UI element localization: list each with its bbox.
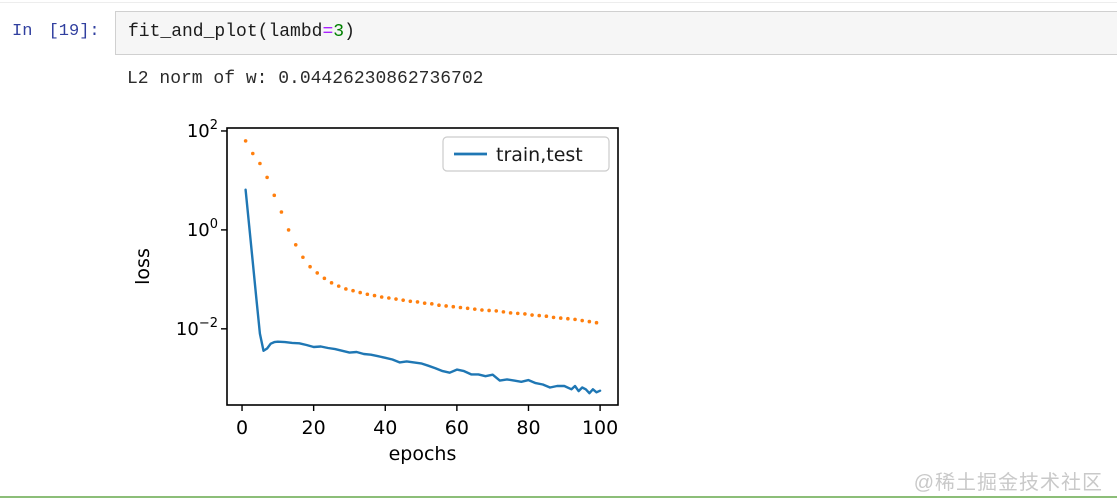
loss-chart: 0 20 40 60 80 100 102 100 10−2 epochs loss train,te… — [135, 118, 619, 465]
top-divider — [0, 2, 1117, 3]
bottom-divider — [0, 496, 1117, 498]
y-tick-label: 10−2 — [176, 316, 218, 340]
code-arg-name: lambd — [268, 22, 323, 42]
code-close-paren: ) — [344, 22, 355, 42]
code-operator: = — [322, 22, 334, 42]
y-axis-label: loss — [135, 248, 154, 285]
output-text: L2 norm of w: 0.04426230862736702 — [127, 69, 484, 89]
legend: train,test — [442, 136, 610, 172]
y-tick-label: 100 — [187, 217, 218, 241]
x-tick-label: 80 — [516, 417, 540, 439]
x-tick-label: 100 — [582, 417, 618, 439]
code-editor[interactable]: fit_and_plot(lambd=3) — [115, 11, 1117, 55]
code-open-paren: ( — [257, 22, 269, 42]
legend-label: train,test — [496, 144, 583, 166]
axes: 0 20 40 60 80 100 102 100 10−2 epochs loss — [135, 118, 619, 465]
input-prompt: In [19]: — [12, 22, 100, 41]
x-tick-label: 60 — [445, 417, 469, 439]
watermark: @稀土掘金技术社区 — [913, 472, 1103, 494]
x-tick-label: 20 — [302, 417, 326, 439]
x-tick-label: 0 — [236, 417, 248, 439]
code-number: 3 — [333, 22, 345, 42]
train-series — [244, 188, 602, 395]
x-axis-label: epochs — [389, 443, 457, 465]
x-tick-label: 40 — [373, 417, 397, 439]
code-function-name: fit_and_plot — [128, 22, 258, 42]
y-tick-label: 102 — [187, 118, 218, 142]
test-series — [243, 139, 599, 325]
